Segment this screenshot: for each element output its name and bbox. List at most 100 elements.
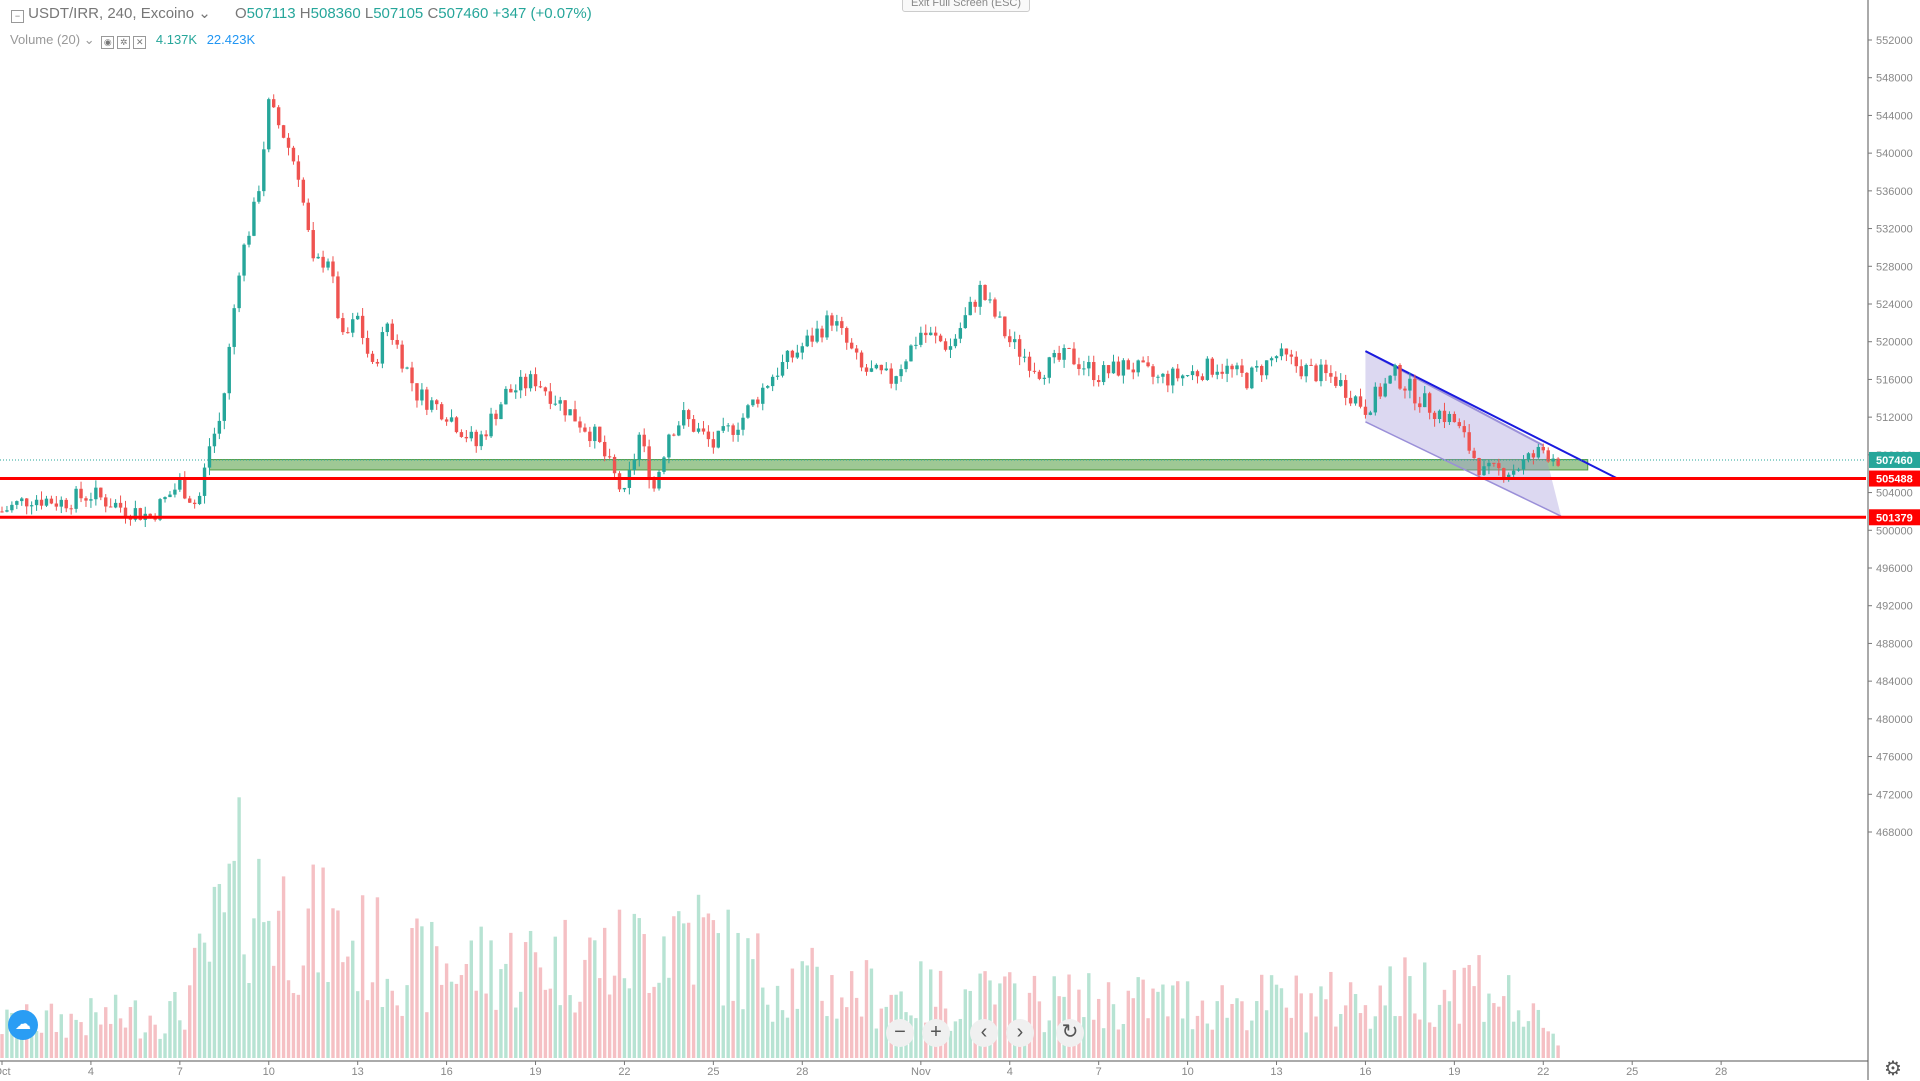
candle-body [1343, 380, 1348, 398]
volume-bar [1245, 1030, 1249, 1058]
volume-bar [1092, 1019, 1096, 1058]
price-label: 505488 [1876, 474, 1913, 486]
volume-bar [296, 994, 301, 1058]
volume-bar [459, 975, 464, 1058]
volume-bar [716, 933, 720, 1058]
candle-body [183, 478, 187, 499]
volume-bar [1348, 982, 1353, 1058]
volume-bar [291, 993, 296, 1058]
candle-body [202, 467, 207, 496]
price-tick-label: 544000 [1876, 110, 1913, 122]
close-value: 507460 [438, 5, 489, 22]
candle-body [899, 369, 903, 377]
candle-body [484, 434, 488, 437]
candle-body [766, 386, 770, 388]
exit-fullscreen-button[interactable]: Exit Full Screen (ESC) [902, 0, 1031, 12]
candle-body [1284, 348, 1289, 355]
volume-bar [1032, 975, 1037, 1058]
volume-bar [1131, 998, 1135, 1058]
zoom-out-button[interactable]: − [886, 1019, 914, 1047]
candle-body [351, 319, 355, 333]
candle-body [721, 426, 725, 431]
price-axis[interactable]: 552000 548000 544000 540000 536000 532000 5280… [1867, 0, 1920, 1080]
candle-body [1062, 348, 1066, 360]
candle-body [1497, 463, 1501, 469]
candle-body [706, 431, 711, 440]
candle-body [672, 434, 676, 436]
volume-bar [247, 983, 251, 1058]
scroll-left-button[interactable]: ‹ [970, 1019, 998, 1047]
scroll-right-button[interactable]: › [1006, 1019, 1034, 1047]
volume-bar [464, 964, 469, 1058]
candle-body [1462, 426, 1466, 433]
candle-body [74, 488, 78, 509]
candle-body [731, 425, 735, 435]
volume-bar [1255, 1001, 1259, 1058]
volume-bar [484, 993, 488, 1058]
volume-bar [267, 920, 271, 1058]
candle-body [1171, 368, 1175, 386]
price-tick-label: 484000 [1876, 676, 1913, 688]
candle-body [39, 499, 44, 506]
candle-body [543, 387, 548, 392]
reset-chart-button[interactable]: ↻ [1056, 1019, 1084, 1047]
volume-bar [1324, 999, 1328, 1058]
gear-icon[interactable]: ✲ [117, 36, 131, 49]
candle-body [1264, 360, 1269, 376]
volume-bar [617, 909, 622, 1058]
zoom-in-button[interactable]: + [922, 1019, 950, 1047]
candle-body [1378, 386, 1382, 397]
price-tick-label: 480000 [1876, 714, 1913, 726]
volume-bar [504, 963, 508, 1058]
candle-body [1299, 366, 1303, 377]
candle-body [1180, 375, 1185, 379]
candle-body [696, 428, 701, 432]
candle-body [29, 505, 34, 507]
minus-square-icon[interactable]: − [11, 10, 24, 23]
volume-bar [800, 961, 804, 1058]
candle-body [1521, 459, 1526, 470]
time-tick-label: 7 [1096, 1066, 1102, 1078]
gear-icon[interactable]: ⚙ [1884, 1058, 1902, 1080]
candle-body [1017, 339, 1022, 357]
candle-body [1334, 376, 1338, 386]
symbol-name[interactable]: USDT/IRR, 240, Excoino [28, 5, 195, 22]
low-label: L [364, 5, 374, 22]
eye-icon[interactable]: ◉ [101, 36, 115, 49]
volume-bar [385, 978, 390, 1058]
volume-label[interactable]: Volume (20) [10, 32, 81, 47]
close-icon[interactable]: ✕ [133, 36, 147, 49]
candle-body [148, 513, 152, 517]
volume-bar [1472, 986, 1476, 1058]
volume-bar [1363, 1005, 1368, 1058]
volume-bar [637, 918, 641, 1058]
candle-body [533, 374, 538, 387]
candle-body [1126, 360, 1131, 370]
candle-body [262, 149, 266, 192]
volume-bars [0, 797, 1560, 1058]
candle-body [983, 284, 987, 300]
candle-body [1388, 375, 1392, 384]
volume-bar [864, 960, 869, 1058]
tradingview-logo-icon[interactable]: ☁ [8, 1010, 38, 1040]
volume-bar [69, 1013, 73, 1058]
volume-bar [766, 1004, 770, 1058]
volume-bar [128, 1007, 133, 1058]
candle-body [686, 410, 691, 420]
volume-bar [400, 1015, 404, 1058]
time-axis[interactable]: Oct 4 7 10 13 16 19 22 25 28 Nov 4 7 10 13 16 19 22 25 28 [0, 1060, 1868, 1078]
volume-bar [351, 940, 355, 1058]
volume-bar [1457, 1023, 1461, 1058]
volume-bar [1141, 979, 1145, 1058]
chevron-down-icon[interactable]: ⌄ [83, 32, 95, 47]
candle-body [869, 368, 874, 372]
candle-body [815, 328, 819, 342]
candle-body [311, 230, 315, 259]
volume-bar [173, 991, 177, 1058]
volume-bar [726, 909, 730, 1058]
candle-body [854, 348, 859, 353]
chevron-down-icon[interactable]: ⌄ [198, 5, 211, 22]
volume-bar [1067, 974, 1071, 1058]
candle-body [321, 256, 325, 268]
